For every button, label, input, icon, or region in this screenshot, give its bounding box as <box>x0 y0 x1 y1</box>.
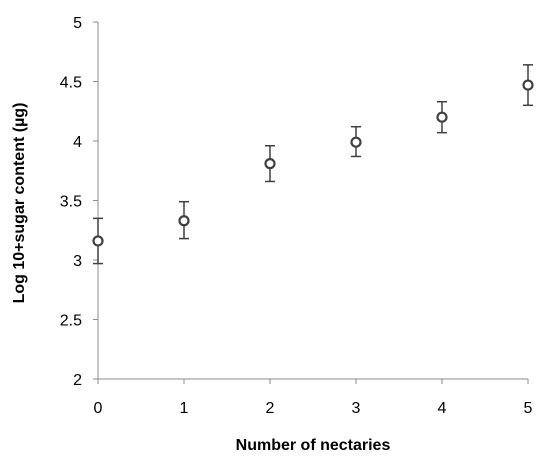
data-point <box>264 158 276 170</box>
x-tick-label: 4 <box>438 400 447 417</box>
y-tick-label: 2.5 <box>60 313 82 330</box>
y-tick-label: 4 <box>73 134 82 151</box>
y-tick-label: 4.5 <box>60 75 82 92</box>
x-tick-label: 1 <box>180 400 189 417</box>
y-tick-label: 3.5 <box>60 194 82 211</box>
y-axis-title: Log 10+sugar content (µg) <box>11 103 28 304</box>
y-axis: 2 2.5 3 3.5 4 4.5 5 <box>60 15 99 389</box>
x-axis: 0 1 2 3 4 5 <box>94 378 533 417</box>
x-tick-label: 3 <box>352 400 361 417</box>
y-tick-label: 2 <box>73 372 82 389</box>
data-point <box>178 215 190 227</box>
data-point <box>522 79 534 91</box>
x-axis-title: Number of nectaries <box>236 437 391 454</box>
data-point <box>436 111 448 123</box>
y-tick-label: 5 <box>73 15 82 32</box>
data-point <box>92 235 104 247</box>
data-points <box>92 64 534 265</box>
y-tick-label: 3 <box>73 253 82 270</box>
x-tick-label: 2 <box>266 400 275 417</box>
x-tick-label: 0 <box>94 400 103 417</box>
x-tick-label: 5 <box>524 400 533 417</box>
data-point <box>350 136 362 148</box>
